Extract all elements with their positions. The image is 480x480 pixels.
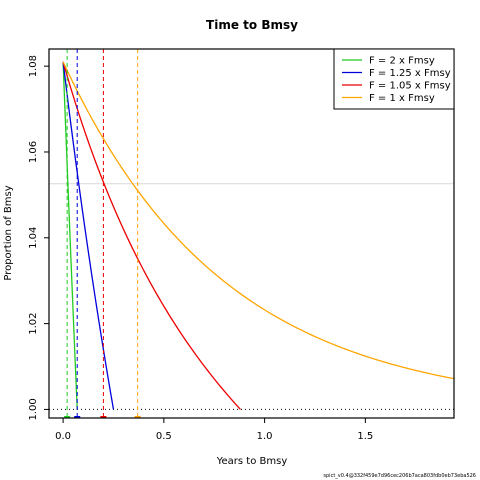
plot-frame — [48, 48, 455, 419]
x-axis-label: Years to Bmsy — [216, 456, 288, 467]
y-tick-label: 1.08 — [28, 55, 39, 77]
footnote: spict_v0.4@332f459e7d96cec206b7aca803fdb… — [323, 473, 476, 479]
y-axis-label: Proportion of Bmsy — [3, 185, 14, 280]
legend-label-2: F = 1.25 x Fmsy — [369, 68, 451, 79]
y-tick-label: 1.02 — [28, 312, 39, 334]
legend-label-1: F = 2 x Fmsy — [369, 56, 435, 67]
bmsy-markers — [64, 49, 141, 418]
x-tick-label: 1.5 — [357, 431, 373, 442]
series-line-2 — [62, 61, 115, 410]
chart-title: Time to Bmsy — [206, 18, 298, 32]
series-line-1 — [62, 61, 78, 410]
y-tick-label: 1.00 — [28, 398, 39, 420]
x-tick-label: 0.5 — [156, 431, 172, 442]
x-axis: 0.0 0.5 1.0 1.5 — [55, 418, 373, 442]
y-tick-label: 1.04 — [28, 227, 39, 249]
x-tick-label: 1.0 — [257, 431, 273, 442]
legend-box — [333, 48, 455, 110]
series-line-3 — [62, 61, 241, 410]
reference-lines — [49, 183, 454, 410]
y-axis: 1.00 1.02 1.04 1.06 1.08 — [28, 55, 49, 421]
y-tick-label: 1.06 — [28, 141, 39, 163]
legend-label-3: F = 1.05 x Fmsy — [369, 81, 451, 92]
series-lines — [62, 61, 454, 410]
x-tick-label: 0.0 — [55, 431, 71, 442]
series-line-4 — [62, 61, 454, 380]
legend-label-4: F = 1 x Fmsy — [369, 93, 435, 104]
